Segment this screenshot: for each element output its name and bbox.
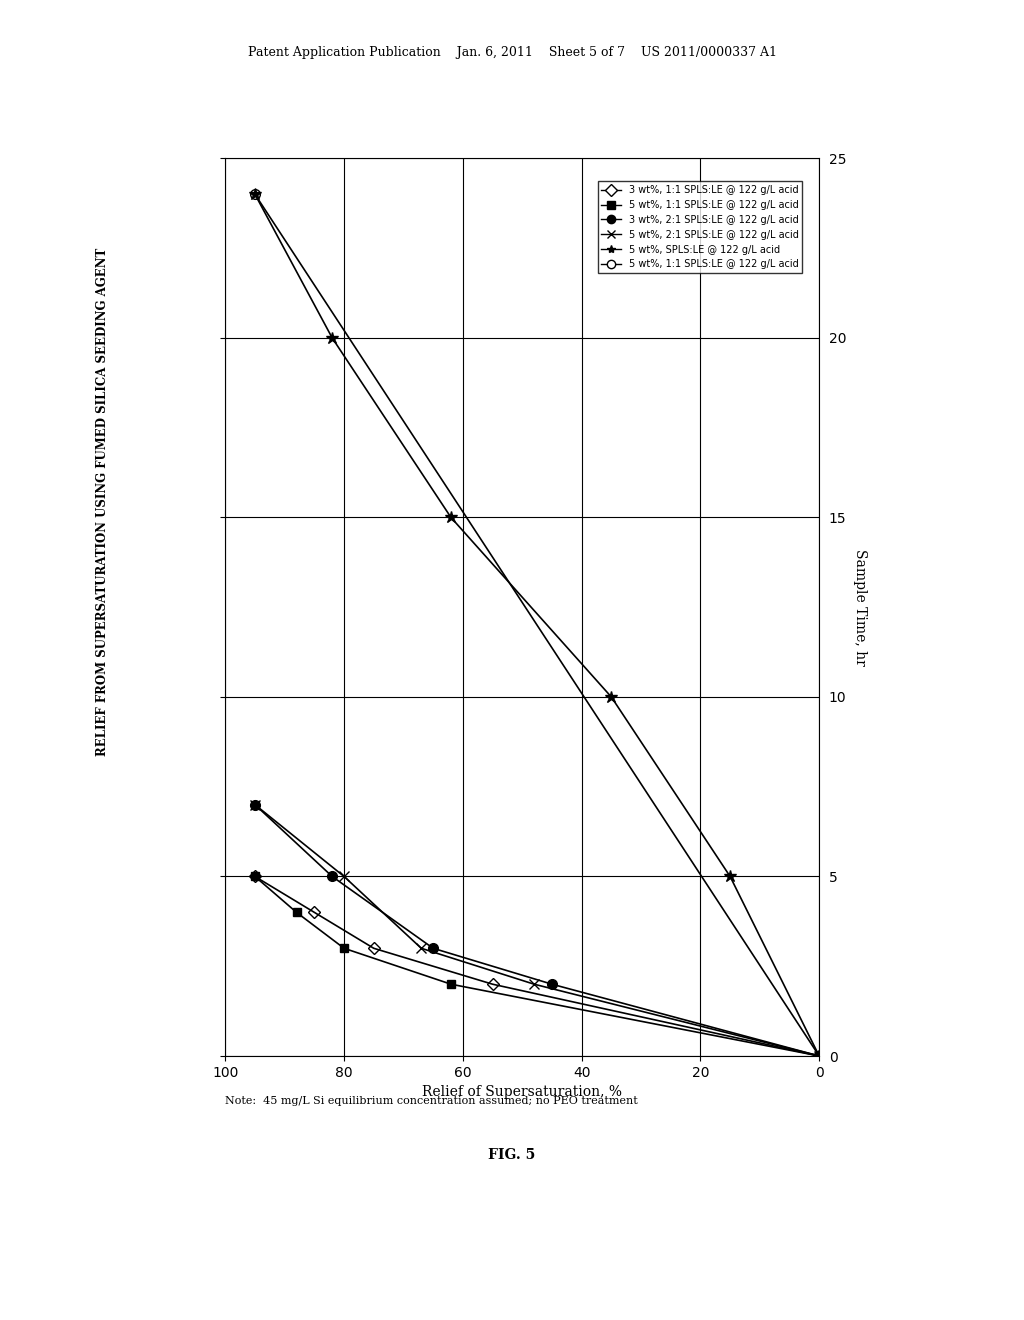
- Y-axis label: Sample Time, hr: Sample Time, hr: [853, 549, 867, 665]
- Text: Patent Application Publication    Jan. 6, 2011    Sheet 5 of 7    US 2011/000033: Patent Application Publication Jan. 6, 2…: [248, 46, 776, 59]
- Text: FIG. 5: FIG. 5: [488, 1148, 536, 1163]
- Text: Note:  45 mg/L Si equilibrium concentration assumed; no PEO treatment: Note: 45 mg/L Si equilibrium concentrati…: [225, 1096, 638, 1106]
- Text: RELIEF FROM SUPERSATURATION USING FUMED SILICA SEEDING AGENT: RELIEF FROM SUPERSATURATION USING FUMED …: [96, 247, 109, 756]
- Legend: 3 wt%, 1:1 SPLS:LE @ 122 g/L acid, 5 wt%, 1:1 SPLS:LE @ 122 g/L acid, 3 wt%, 2:1: 3 wt%, 1:1 SPLS:LE @ 122 g/L acid, 5 wt%…: [598, 181, 803, 273]
- X-axis label: Relief of Supersaturation, %: Relief of Supersaturation, %: [422, 1085, 623, 1100]
